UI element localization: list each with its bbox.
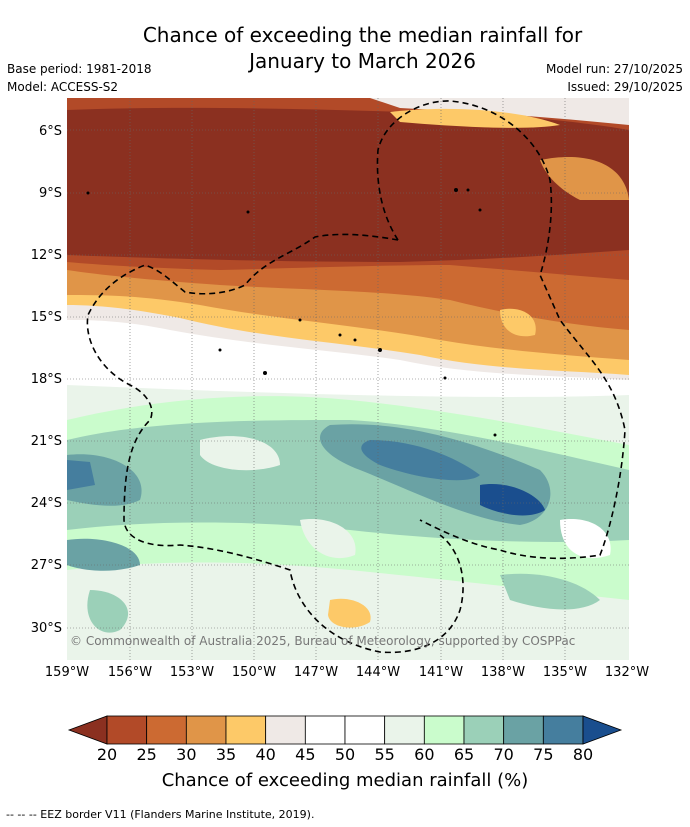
title-line-2: January to March 2026: [249, 49, 476, 73]
lat-label: 15°S: [30, 310, 62, 325]
lat-label: 18°S: [30, 372, 62, 387]
colorbar-arrow-low: [67, 715, 108, 745]
lon-label: 156°W: [107, 665, 153, 680]
lon-label: 159°W: [44, 665, 90, 680]
map-title: Chance of exceeding the median rainfall …: [0, 22, 690, 74]
lon-label: 132°W: [604, 665, 650, 680]
meta-left: Base period: 1981-2018 Model: ACCESS-S2: [7, 60, 152, 96]
colorbar-swatch: [542, 715, 584, 745]
colorbar-tick-label: 70: [493, 745, 514, 764]
colorbar-swatch: [304, 715, 346, 745]
colorbar: [67, 715, 623, 745]
colorbar-label: Chance of exceeding median rainfall (%): [161, 770, 529, 791]
base-period: Base period: 1981-2018: [7, 62, 152, 76]
lat-label: 6°S: [38, 124, 62, 139]
colorbar-tick-label: 40: [255, 745, 276, 764]
copyright-notice: © Commonwealth of Australia 2025, Bureau…: [70, 634, 576, 648]
colorbar-tick-label: 80: [572, 745, 594, 764]
colorbar-swatch: [146, 715, 187, 745]
model-name: Model: ACCESS-S2: [7, 80, 119, 94]
lat-label: 27°S: [30, 558, 62, 573]
colorbar-tick-label: 35: [215, 745, 237, 764]
title-line-1: Chance of exceeding the median rainfall …: [142, 23, 583, 47]
islands: [86, 188, 497, 437]
colorbar-swatch: [344, 715, 386, 745]
lat-label: 9°S: [38, 186, 62, 201]
colorbar-tick-label: 55: [374, 745, 395, 764]
colorbar-tick-label: 25: [136, 745, 157, 764]
lat-label: 12°S: [30, 248, 62, 263]
model-run: Model run: 27/10/2025: [545, 62, 683, 76]
colorbar-tick-label: 65: [453, 745, 475, 764]
colorbar-swatch: [384, 715, 425, 745]
lon-label: 150°W: [231, 665, 277, 680]
colorbar-tick-label: 45: [295, 745, 316, 764]
rainfall-field: [67, 98, 629, 660]
lat-label: 30°S: [30, 621, 62, 636]
colorbar-swatch: [185, 715, 227, 745]
colorbar-swatch: [463, 715, 505, 745]
lon-label: 135°W: [542, 665, 588, 680]
colorbar-swatch: [503, 715, 544, 745]
lon-label: 138°W: [480, 665, 526, 680]
lon-label: 147°W: [293, 665, 339, 680]
lat-label: 21°S: [30, 434, 62, 449]
colorbar-tick-label: 20: [96, 745, 118, 764]
meta-right: Model run: 27/10/2025 Issued: 29/10/2025: [546, 60, 683, 96]
colorbar-swatch: [423, 715, 465, 745]
colorbar-tick-label: 75: [533, 745, 554, 764]
colorbar-swatch: [106, 715, 148, 745]
colorbar-tick-label: 50: [334, 745, 356, 764]
colorbar-swatch: [225, 715, 267, 745]
eez-legend: -- -- -- EEZ border V11 (Flanders Marine…: [6, 808, 315, 821]
colorbar-arrow-high: [582, 715, 623, 745]
lon-label: 141°W: [418, 665, 464, 680]
colorbar-swatch: [265, 715, 306, 745]
lon-label: 153°W: [169, 665, 215, 680]
graticule: [67, 98, 629, 660]
lon-label: 144°W: [355, 665, 401, 680]
lat-label: 24°S: [30, 496, 62, 511]
eez-borders: [86, 100, 626, 654]
issued-date: Issued: 29/10/2025: [567, 80, 683, 94]
colorbar-tick-label: 60: [414, 745, 435, 764]
colorbar-tick-label: 30: [176, 745, 197, 764]
